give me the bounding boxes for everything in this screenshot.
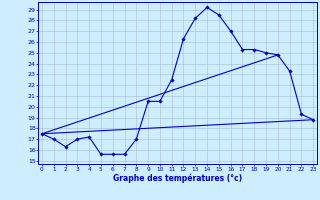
X-axis label: Graphe des températures (°c): Graphe des températures (°c): [113, 173, 242, 183]
